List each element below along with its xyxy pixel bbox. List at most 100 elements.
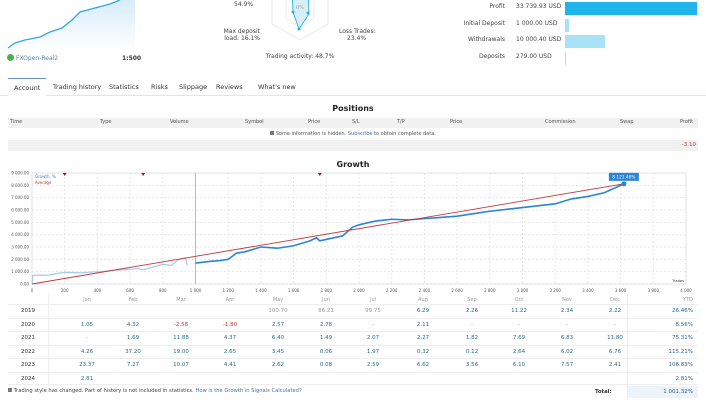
month-value: 2.64: [512, 348, 526, 355]
ytd-value: 75.31%: [672, 335, 693, 341]
tab-account[interactable]: Account: [8, 78, 47, 96]
tab-slippage[interactable]: Slippage: [179, 83, 208, 91]
y-tick-label: 4 000.00: [11, 232, 29, 237]
account-sparkline: [7, 0, 135, 50]
month-value: 23.37: [79, 362, 95, 368]
month-value: 6.76: [608, 348, 622, 355]
tab-trading-history[interactable]: Trading history: [53, 83, 102, 91]
summary-bar: [565, 51, 567, 65]
hidden-info-notice: Some information is hidden. Subscribe to…: [8, 128, 698, 140]
month-value: 86.21: [318, 308, 334, 314]
x-axis-label: Trades: [671, 279, 684, 283]
info-icon: [270, 131, 275, 135]
notice-text-end: to obtain complete data.: [374, 131, 436, 137]
month-value: 11.22: [511, 308, 527, 314]
radar-chart: [271, 0, 329, 41]
legend-average: Average: [35, 180, 52, 185]
month-value: 0.12: [465, 348, 479, 355]
x-tick-label: 3 000: [517, 288, 529, 293]
tab-what-s-new[interactable]: What's new: [258, 83, 296, 91]
month-value: -: [518, 321, 520, 328]
month-value: -: [86, 335, 88, 341]
x-tick-label: 1 200: [222, 288, 234, 293]
month-value: 2.11: [416, 321, 430, 328]
month-value: 2.07: [366, 335, 380, 341]
tab-risks[interactable]: Risks: [151, 83, 168, 91]
month-value: 1.97: [366, 348, 380, 355]
year-label: 2023: [21, 362, 35, 368]
x-tick-label: 600: [126, 288, 134, 293]
positions-title: Positions: [332, 104, 374, 113]
ytd-value: 106.83%: [668, 362, 693, 368]
verified-icon: [7, 54, 14, 61]
month-value: 0.08: [319, 362, 333, 368]
column-header: Type: [100, 119, 112, 125]
month-value: 2.81: [80, 375, 94, 382]
month-value: 6.10: [512, 362, 526, 368]
summary-value: 279.00 USD: [516, 52, 552, 60]
server-name[interactable]: FXOpen-Real2: [16, 55, 59, 62]
x-tick-label: 1 800: [321, 288, 333, 293]
subscribe-link[interactable]: Subscribe: [347, 131, 373, 137]
month-value: 7.27: [126, 362, 140, 368]
info-icon: [8, 388, 12, 392]
month-value: 11.88: [173, 335, 189, 341]
x-tick-label: 3 600: [615, 288, 627, 293]
summary-label: Initial Deposit: [463, 19, 505, 27]
x-tick-label: 2 400: [419, 288, 431, 293]
y-tick-label: 2 000.00: [11, 257, 29, 262]
month-header: Nov: [562, 297, 572, 303]
month-value: 11.80: [607, 335, 623, 341]
growth-history-line: [31, 257, 188, 285]
y-tick-label: 0.00: [20, 282, 29, 287]
ytd-header: YTD: [683, 297, 693, 303]
x-tick-label: 3 400: [582, 288, 594, 293]
month-value: 100.70: [268, 308, 288, 314]
month-header: May: [272, 297, 284, 303]
month-value: 1.49: [319, 335, 333, 341]
month-value: 2.22: [608, 308, 622, 314]
summary-value: 1 000.00 USD: [516, 19, 558, 27]
radar-trading-activity: Trading activity: 48.7%: [265, 53, 335, 60]
month-value: 2.59: [366, 362, 380, 368]
month-value: 4.41: [223, 362, 237, 368]
month-value: 2.41: [608, 362, 622, 368]
summary-bar: [565, 18, 569, 32]
x-tick-label: 2 200: [386, 288, 398, 293]
month-header: Jun: [322, 297, 330, 303]
month-value: 4.37: [223, 335, 237, 341]
x-tick-label: 1 400: [255, 288, 267, 293]
summary-label: Withdrawals: [468, 36, 505, 43]
tab-statistics[interactable]: Statistics: [109, 83, 139, 91]
radar-center: 0%: [296, 5, 304, 11]
trading-style-note: Trading style has changed. Part of histo…: [8, 388, 302, 394]
month-value: 37.20: [125, 348, 141, 355]
x-tick-label: 1 000: [190, 288, 202, 293]
growth-calculation-link[interactable]: How is the Growth in Signals Calculated?: [195, 388, 302, 394]
event-marker: [141, 173, 146, 176]
x-tick-label: 400: [94, 288, 102, 293]
tab-reviews[interactable]: Reviews: [216, 83, 243, 91]
total-value: 1 001.32%: [663, 389, 693, 395]
column-header: Price: [308, 119, 321, 125]
x-tick-label: 2 000: [353, 288, 365, 293]
positions-header: [8, 118, 698, 128]
ytd-value: 8.56%: [675, 321, 693, 328]
month-value: 2.78: [319, 321, 333, 328]
growth-chart[interactable]: 0.00 1 000.00 2 000.00 3 000.00 4 000.00 5 00…: [0, 168, 706, 296]
month-header: Oct: [514, 297, 524, 303]
month-value: 6.40: [271, 335, 285, 341]
y-tick-label: 7 000.00: [11, 195, 29, 200]
month-value: 19.00: [173, 348, 189, 355]
month-value: -: [614, 321, 616, 328]
ytd-value: 2.81%: [675, 375, 693, 382]
month-header: Jan: [83, 297, 91, 303]
y-tick-label: 1 000.00: [11, 269, 29, 274]
month-header: Mar: [176, 297, 186, 303]
last-value-label: 8 121.46%: [612, 175, 635, 181]
x-tick-label: 200: [61, 288, 69, 293]
month-header: Dec: [610, 297, 620, 303]
x-tick-label: 4 000: [680, 288, 692, 293]
column-header: S/L: [352, 119, 360, 125]
column-header: Price: [450, 119, 463, 125]
